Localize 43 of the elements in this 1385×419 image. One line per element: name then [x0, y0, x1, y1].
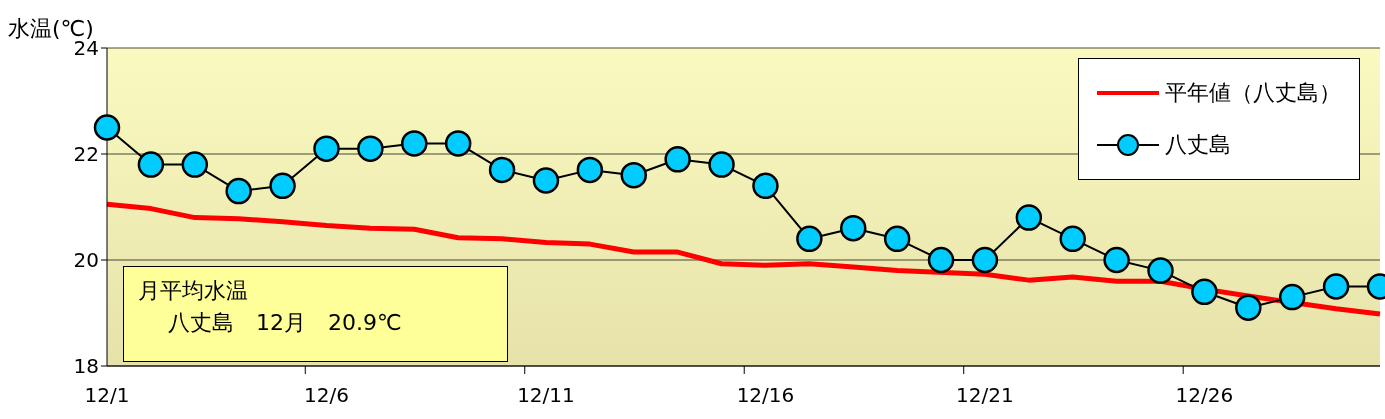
point: [1103, 246, 1130, 274]
y-tick-label: 22: [73, 142, 99, 167]
x-tick-label: 12/1: [84, 383, 130, 407]
x-tick-label: 12/6: [304, 383, 349, 407]
point: [357, 135, 384, 162]
point: [839, 214, 867, 242]
point: [1322, 273, 1350, 300]
point: [796, 225, 823, 253]
point: [620, 161, 648, 189]
x-tick-label: 12/16: [736, 383, 795, 407]
point: [532, 167, 560, 194]
point: [1278, 283, 1306, 311]
point: [313, 135, 340, 162]
point: [752, 172, 779, 200]
annotation: 八丈島 12月 20.9℃: [167, 309, 403, 337]
point: [927, 246, 955, 274]
point: [1015, 204, 1043, 231]
point: [1059, 225, 1086, 253]
y-tick-label: 18: [73, 354, 99, 379]
point: [1147, 257, 1174, 284]
legend-label: 平年値（八丈島）: [1165, 79, 1341, 107]
point: [664, 146, 691, 173]
point: [225, 177, 252, 205]
point: [576, 156, 604, 184]
point: [401, 130, 428, 157]
legend-label: 八丈島: [1165, 131, 1231, 159]
annotation: 月平均水温: [138, 277, 249, 305]
x-tick-label: 12/11: [517, 383, 575, 407]
point: [269, 172, 296, 200]
point: [93, 114, 121, 141]
point: [708, 151, 735, 178]
point: [181, 151, 209, 178]
y-tick-label: 20: [73, 248, 99, 273]
point: [488, 156, 516, 184]
point: [883, 225, 911, 253]
point: [137, 151, 165, 178]
point: [971, 246, 999, 274]
y-axis-title: 水温(℃): [8, 15, 94, 41]
x-tick-label: 12/21: [956, 383, 1014, 407]
point: [1235, 294, 1262, 321]
x-tick-label: 12/26: [1175, 383, 1234, 407]
point: [1191, 278, 1218, 306]
point: [444, 130, 472, 157]
